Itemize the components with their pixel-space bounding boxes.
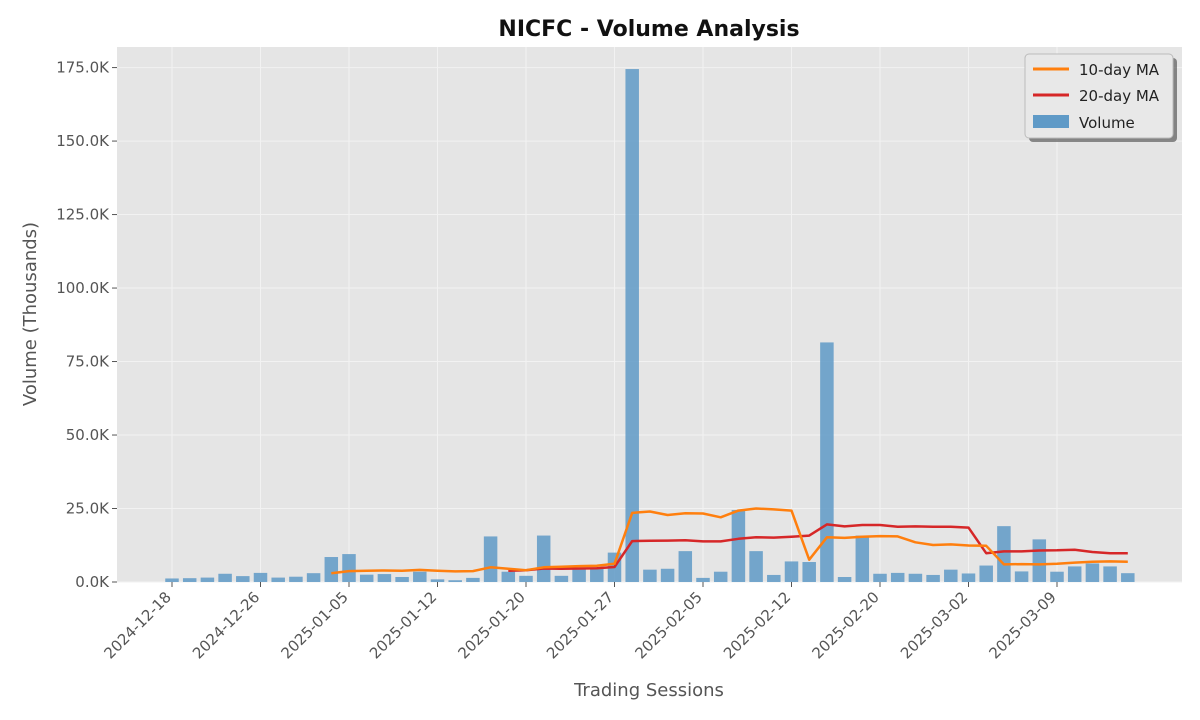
volume-bar [554, 575, 569, 582]
volume-bar [1014, 571, 1029, 582]
volume-bar [413, 571, 427, 582]
volume-bar [342, 554, 356, 582]
volume-bar [855, 535, 870, 582]
volume-bar [165, 578, 179, 582]
x-tick-label: 2025-03-02 [897, 588, 971, 662]
volume-bar [979, 565, 993, 582]
volume-bar [324, 557, 339, 582]
volume-bar [802, 562, 816, 582]
y-tick-label: 175.0K [56, 59, 110, 77]
volume-bar [784, 561, 799, 582]
x-tick-label: 2025-02-05 [631, 588, 705, 662]
volume-bar [1103, 566, 1117, 582]
ma-lines [331, 507, 1128, 575]
y-tick-label: 75.0K [66, 353, 110, 371]
volume-bar [767, 574, 781, 582]
y-axis-label: Volume (Thousands) [20, 222, 41, 406]
volume-bar [713, 571, 728, 582]
volume-bar [359, 574, 374, 582]
volume-bar [271, 577, 285, 582]
y-axis-ticks: 0.0K 25.0K 50.0K 75.0K 100.0K 125.0K 150.0K 175… [56, 59, 117, 591]
volume-bar [200, 577, 215, 582]
volume-bar [660, 568, 675, 582]
ma20-line [508, 523, 1128, 573]
x-tick-label: 2024-12-18 [100, 588, 174, 662]
volume-bar [182, 578, 197, 582]
legend-ma10-label: 10-day MA [1079, 61, 1160, 79]
y-tick-label: 25.0K [66, 500, 110, 518]
volume-bar [1085, 563, 1100, 582]
volume-bar [678, 551, 693, 582]
legend-ma20-label: 20-day MA [1079, 87, 1160, 105]
x-tick-label: 2025-02-20 [808, 588, 882, 662]
volume-bar [625, 69, 639, 583]
volume-bar [961, 573, 976, 582]
y-tick-label: 100.0K [56, 279, 110, 297]
x-tick-label: 2025-01-12 [366, 588, 440, 662]
volume-bar [590, 567, 604, 582]
volume-bar [944, 569, 958, 582]
volume-bar [306, 573, 321, 582]
plot-area [117, 47, 1182, 582]
volume-bar [908, 573, 923, 582]
volume-bar [890, 572, 905, 582]
x-axis-ticks: 2024-12-18 2024-12-26 2025-01-05 2025-01-12… [100, 582, 1060, 662]
volume-bar [253, 572, 268, 582]
x-axis-label: Trading Sessions [573, 680, 724, 701]
chart-title: NICFC - Volume Analysis [498, 17, 799, 42]
volume-bar [1121, 573, 1135, 582]
volume-bar [483, 536, 498, 582]
volume-bar [731, 509, 746, 582]
volume-bars [165, 69, 1135, 583]
x-tick-label: 2025-01-27 [543, 588, 617, 662]
volume-bar [926, 574, 940, 582]
volume-bar [377, 574, 392, 582]
y-tick-label: 0.0K [75, 573, 110, 591]
x-tick-label: 2025-01-20 [454, 588, 528, 662]
y-tick-label: 150.0K [56, 132, 110, 150]
legend-volume-swatch [1033, 115, 1069, 128]
x-tick-label: 2025-03-09 [985, 588, 1059, 662]
volume-bar [536, 535, 551, 582]
volume-bar [289, 576, 303, 582]
volume-bar [1067, 566, 1082, 582]
volume-bar [1032, 539, 1047, 582]
volume-bar [218, 573, 232, 582]
volume-bar [997, 526, 1011, 582]
legend-volume-label: Volume [1079, 114, 1135, 132]
volume-bar [643, 569, 657, 582]
volume-bar [430, 579, 445, 582]
volume-bar [519, 575, 533, 582]
volume-bar [501, 571, 516, 582]
ma10-line [331, 507, 1128, 575]
volume-bar [236, 576, 250, 582]
volume-bar [820, 342, 834, 582]
volume-bar [395, 577, 409, 582]
volume-bar [448, 580, 462, 582]
volume-bar [837, 577, 852, 582]
volume-bar [696, 577, 710, 582]
x-tick-label: 2024-12-26 [189, 588, 263, 662]
volume-bar [873, 573, 887, 582]
volume-bar [1050, 571, 1064, 582]
volume-bar [572, 567, 586, 582]
y-tick-label: 50.0K [66, 426, 110, 444]
x-tick-label: 2025-02-12 [720, 588, 794, 662]
y-tick-label: 125.0K [56, 206, 110, 224]
x-tick-label: 2025-01-05 [277, 588, 351, 662]
grid-lines [117, 47, 1182, 583]
legend: 10-day MA 20-day MA Volume [1024, 53, 1177, 142]
volume-bar [466, 577, 480, 582]
volume-bar [749, 551, 763, 582]
